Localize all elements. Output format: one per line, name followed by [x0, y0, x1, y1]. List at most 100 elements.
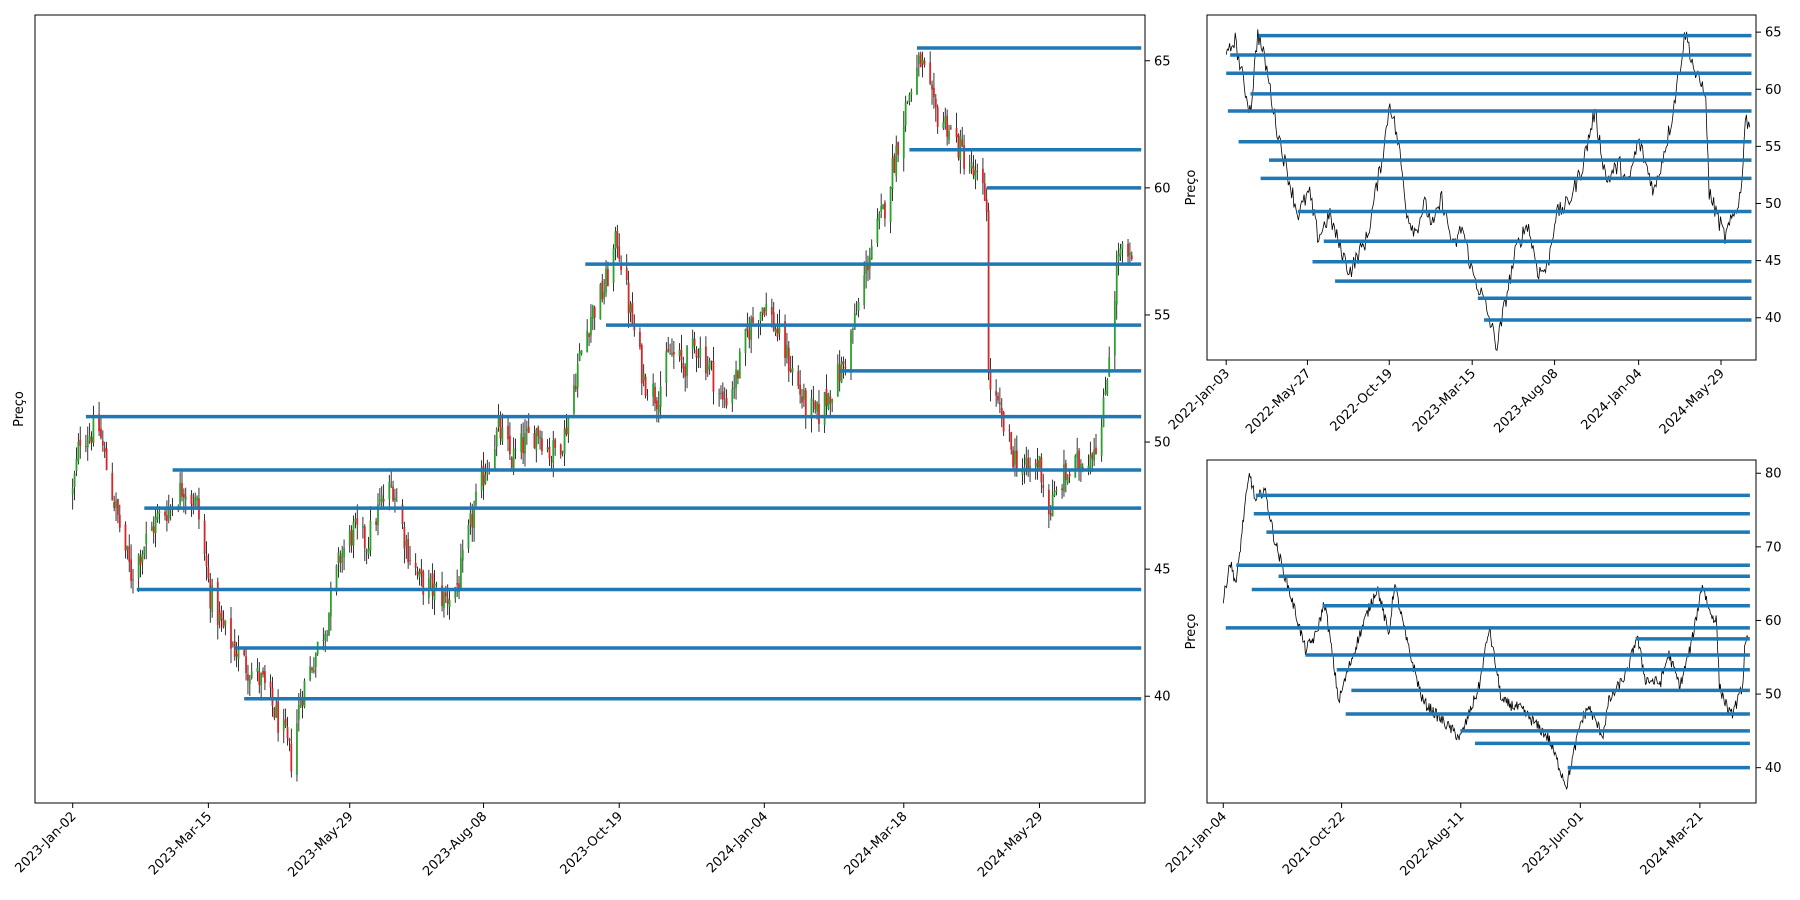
candle-body — [908, 94, 911, 103]
candle-body — [667, 348, 670, 352]
y-tick-label: 45 — [1765, 254, 1782, 269]
candle-body — [605, 268, 607, 293]
candle-body — [1074, 455, 1077, 478]
candle-body — [603, 291, 606, 299]
candle-body — [737, 371, 739, 379]
candle-body — [982, 168, 984, 184]
y-tick-label: 40 — [1765, 311, 1782, 326]
candle-body — [865, 262, 867, 275]
candle-body — [987, 210, 990, 374]
candle-body — [640, 345, 643, 384]
candle-body — [247, 674, 249, 681]
candle-body — [407, 539, 410, 563]
candle-body — [1121, 243, 1124, 249]
y-axis-label: Preço — [1184, 170, 1199, 206]
candle-body — [574, 386, 577, 390]
candle-body — [763, 308, 766, 315]
candle-body — [548, 446, 551, 459]
candle-body — [889, 186, 892, 222]
candle-body — [73, 473, 76, 487]
candle-body — [576, 363, 579, 388]
candle-body — [1027, 458, 1030, 471]
candle-body — [275, 705, 278, 718]
candle-body — [1127, 243, 1129, 257]
price-line — [1222, 473, 1749, 790]
candle-body — [921, 59, 924, 64]
candle-body — [1102, 397, 1105, 428]
candle-body — [369, 520, 372, 551]
candle-body — [814, 401, 817, 410]
candle-body — [672, 351, 675, 355]
candle-body — [362, 525, 364, 528]
candle-body — [395, 500, 398, 502]
candle-body — [735, 369, 737, 388]
candle-body — [469, 513, 472, 524]
candle-body — [565, 427, 568, 435]
candle-body — [910, 91, 913, 95]
candle-body — [467, 524, 470, 549]
candle-body — [520, 433, 523, 453]
candle-body — [1068, 473, 1071, 477]
candle-body — [86, 440, 89, 448]
candle-body — [578, 351, 581, 361]
candle-body — [656, 400, 658, 410]
candle-body — [723, 401, 726, 403]
candle-body — [1130, 255, 1133, 260]
candle-body — [273, 707, 276, 718]
candle-body — [934, 98, 937, 108]
candle-body — [216, 582, 219, 625]
candle-body — [708, 360, 711, 370]
candle-body — [720, 393, 722, 394]
candle-body — [416, 571, 419, 575]
candle-body — [211, 585, 214, 613]
candle-body — [831, 398, 834, 403]
candle-body — [1053, 491, 1056, 496]
candle-body — [1066, 476, 1069, 483]
candle-body — [976, 170, 979, 172]
candle-body — [288, 738, 291, 742]
candle-body — [825, 388, 828, 407]
y-tick-label: 40 — [1765, 761, 1782, 776]
candle-body — [1063, 464, 1065, 492]
candle-body — [836, 363, 839, 397]
candle-body — [71, 488, 74, 495]
candle-body — [231, 644, 234, 646]
y-tick-label: 45 — [1154, 563, 1171, 578]
plot-area — [1222, 473, 1750, 790]
candle-body — [339, 555, 342, 563]
candle-body — [378, 499, 381, 502]
candle-body — [882, 204, 884, 209]
candle-body — [678, 350, 681, 357]
candle-body — [495, 428, 498, 447]
candle-body — [748, 330, 751, 340]
candle-body — [891, 157, 894, 190]
candle-body — [444, 592, 447, 597]
candle-body — [363, 526, 366, 549]
candle-body — [867, 263, 869, 271]
candle-body — [684, 366, 687, 377]
candle-body — [100, 428, 102, 438]
candle-body — [853, 313, 856, 330]
candle-body — [659, 386, 662, 407]
candle-body — [842, 360, 845, 365]
candle-body — [997, 395, 999, 401]
candle-body — [394, 497, 396, 501]
candle-body — [1010, 432, 1013, 450]
candle-body — [461, 549, 464, 561]
candle-body — [79, 439, 82, 446]
candle-body — [691, 337, 694, 350]
candle-body — [772, 312, 775, 331]
candle-body — [1100, 426, 1103, 456]
candle-body — [759, 312, 762, 321]
candle-body — [420, 568, 423, 574]
candle-body — [341, 553, 344, 563]
candle-body — [1080, 464, 1082, 471]
candle-body — [220, 610, 223, 620]
candle-body — [774, 329, 777, 333]
candle-body — [473, 507, 476, 529]
candle-body — [857, 301, 860, 311]
candle-body — [567, 415, 570, 434]
candle-body — [497, 416, 500, 427]
candle-body — [931, 84, 933, 90]
